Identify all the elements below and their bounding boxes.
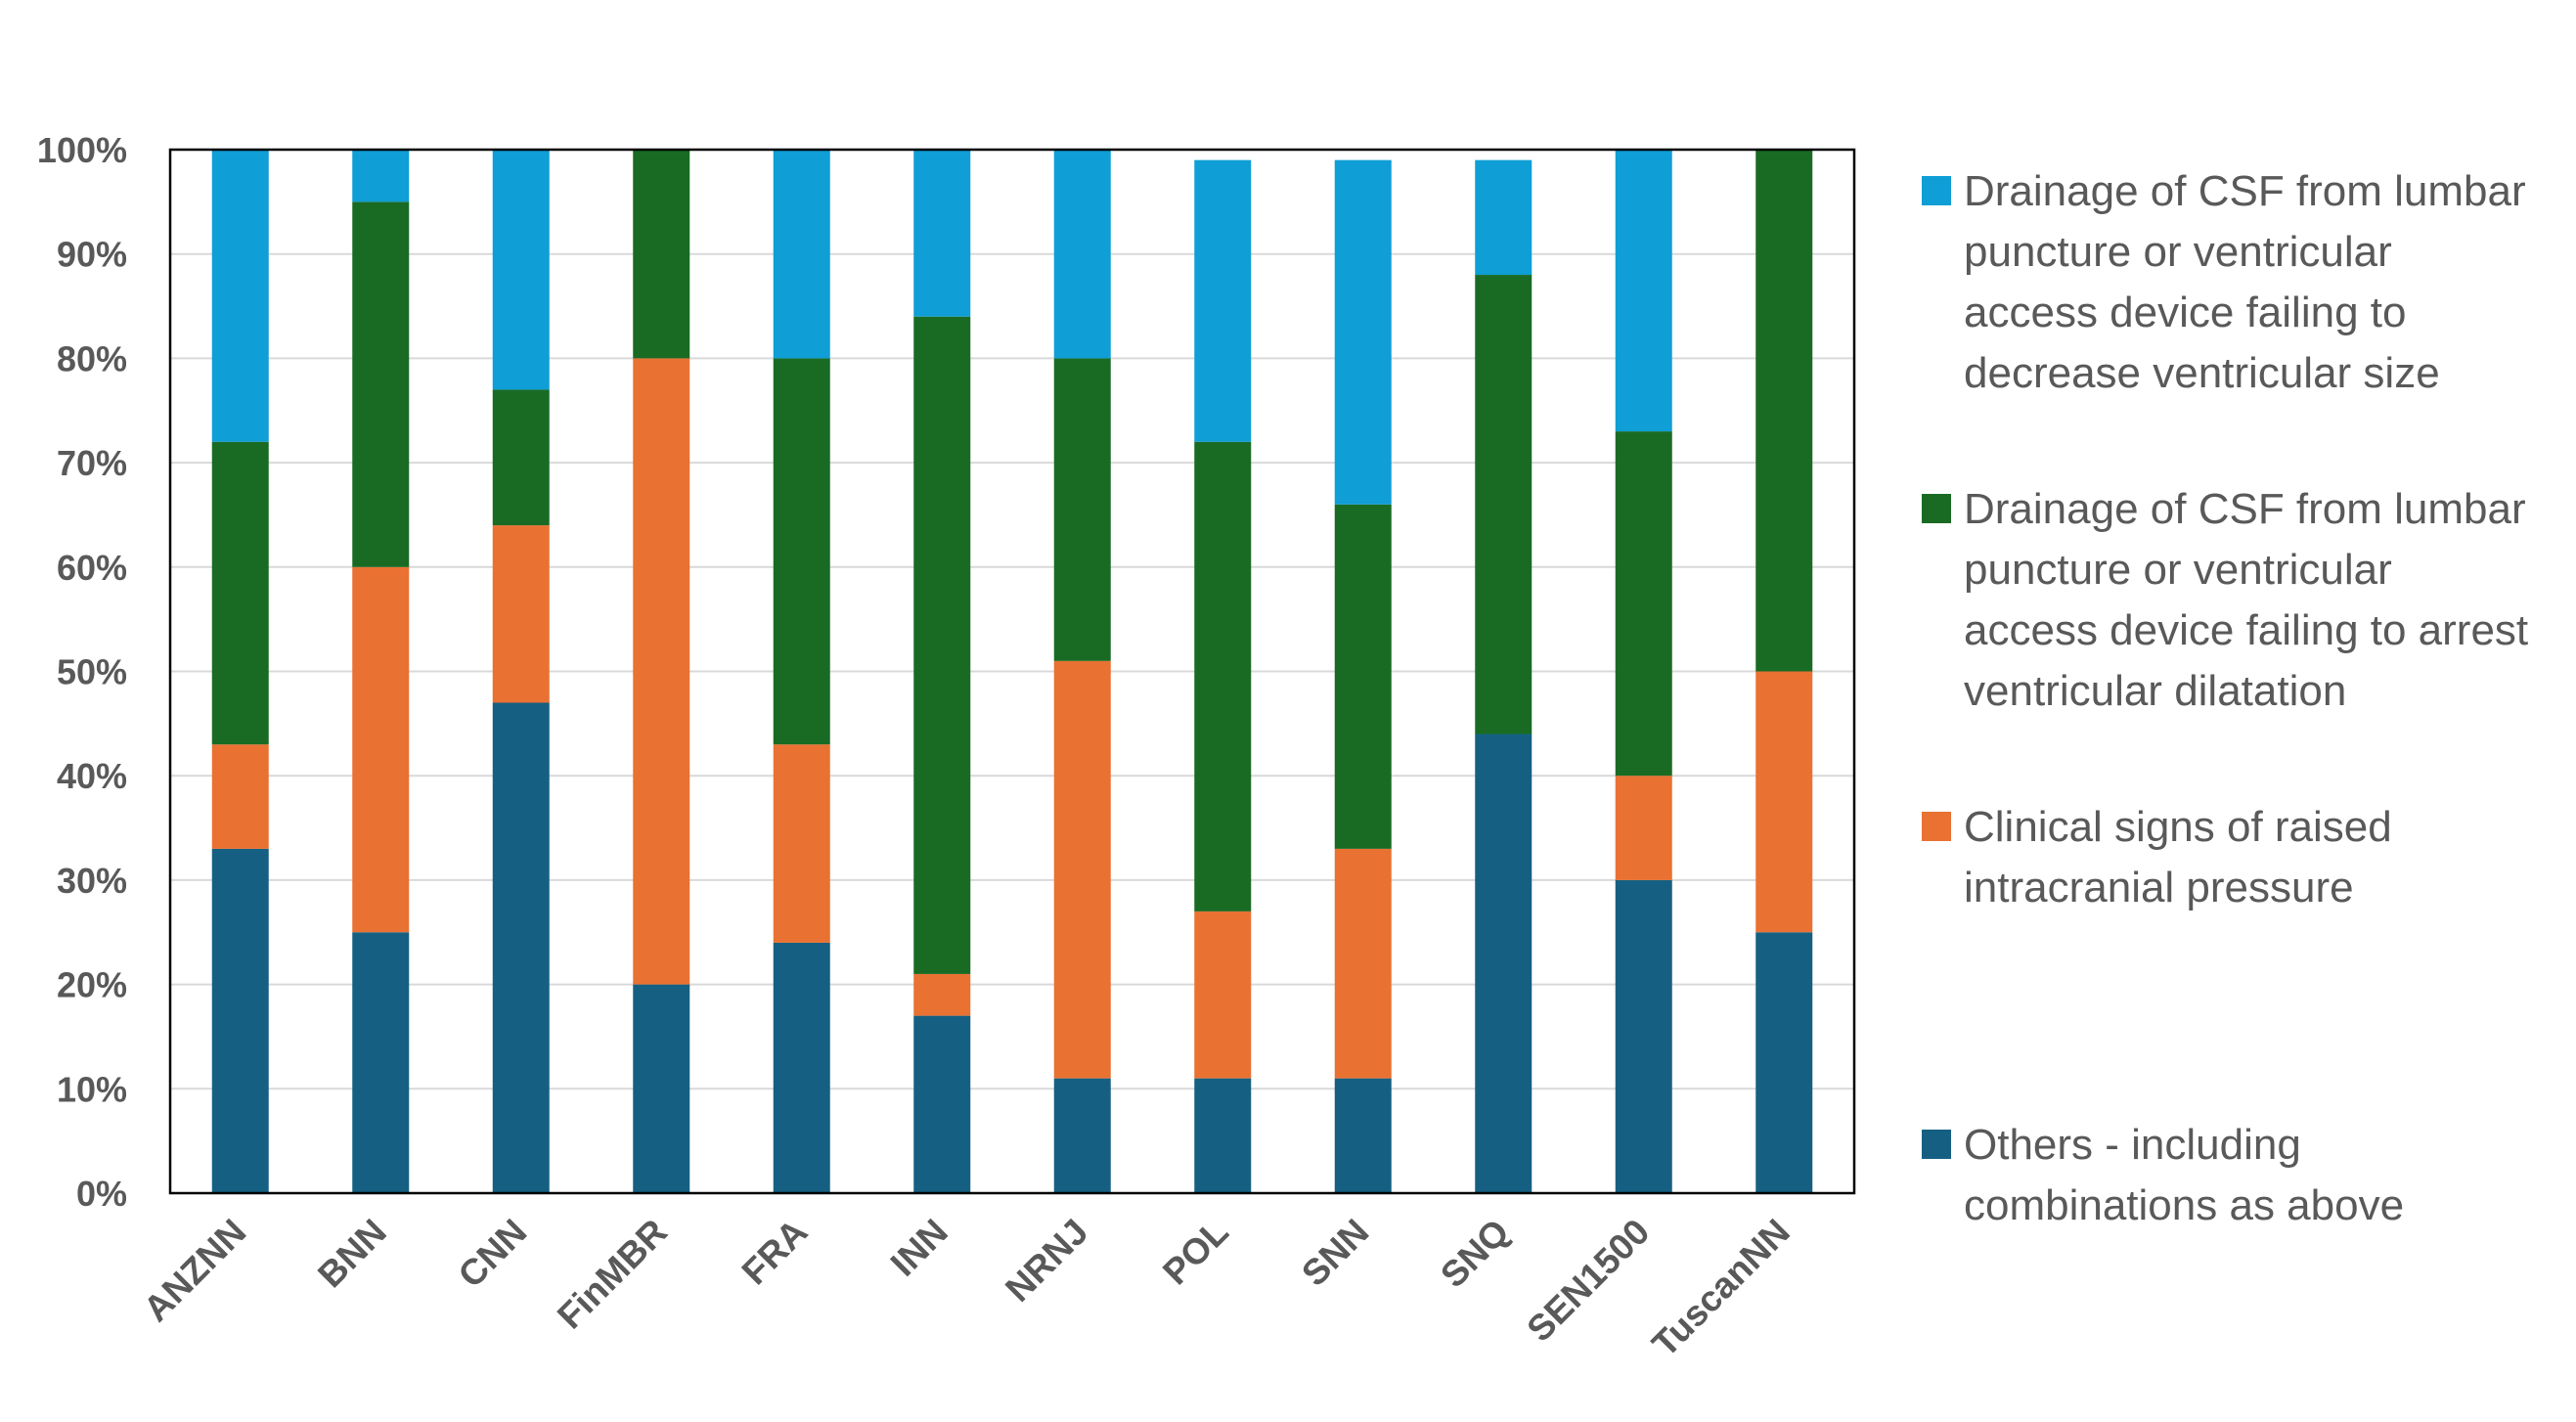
bar-segment [1755, 150, 1813, 672]
x-tick-label: SEN1500 [1519, 1212, 1657, 1350]
bar-segment [352, 201, 410, 567]
bar-segment [211, 150, 269, 442]
x-tick-label: POL [1155, 1212, 1236, 1293]
legend: Drainage of CSF from lumbar puncture or v… [1922, 167, 2528, 1229]
legend-swatch [1922, 1130, 1951, 1159]
gridlines [170, 149, 1854, 1194]
bar-segment [1053, 1078, 1111, 1193]
legend-swatch [1922, 812, 1951, 841]
bar-segment [211, 744, 269, 849]
legend-label-line: Drainage of CSF from lumbar [1964, 167, 2526, 215]
bar-segment [1475, 733, 1532, 1193]
bar-segment [773, 358, 830, 745]
x-tick-label: TuscanNN [1644, 1212, 1797, 1364]
bar-segment [352, 932, 410, 1193]
bar-segment [1755, 671, 1813, 933]
bar-segment [1334, 848, 1392, 1079]
x-tick-label: INN [883, 1212, 955, 1284]
bar-segment [1334, 1078, 1392, 1193]
y-tick-label: 70% [57, 443, 127, 483]
bar-segment [1615, 879, 1672, 1193]
bar-segment [1194, 1078, 1252, 1193]
bar-segment [492, 389, 550, 526]
bar-segment [773, 150, 830, 359]
legend-label-line: Clinical signs of raised [1964, 803, 2392, 851]
bar-segment [352, 566, 410, 933]
y-tick-label: 40% [57, 756, 127, 796]
y-tick-label: 30% [57, 861, 127, 901]
y-tick-label: 60% [57, 548, 127, 588]
x-tick-label: BNN [310, 1212, 394, 1296]
bars [211, 150, 1813, 1193]
bar-segment [1475, 159, 1532, 276]
bar-segment [633, 984, 690, 1193]
x-tick-label: SNN [1294, 1212, 1376, 1294]
y-tick-label: 90% [57, 235, 127, 275]
plot-border [168, 148, 1856, 1195]
bar-segment [773, 942, 830, 1193]
legend-label-line: combinations as above [1964, 1181, 2404, 1229]
x-tick-label: CNN [451, 1212, 535, 1296]
legend-label-line: ventricular dilatation [1964, 667, 2346, 715]
bar-segment [913, 1015, 971, 1193]
legend-label-line: access device failing to [1964, 289, 2406, 336]
x-tick-label: ANZNN [136, 1212, 254, 1330]
bar-segment [913, 316, 971, 974]
bar-segment [211, 848, 269, 1193]
x-axis-tick-labels: ANZNN BNN CNN FinMBR FRA INN NRNJ POL SNN SNQ SEN1… [136, 1212, 1798, 1364]
bar-segment [1194, 911, 1252, 1079]
bar-segment [1053, 660, 1111, 1079]
bar-segment [1053, 150, 1111, 359]
legend-swatch [1922, 494, 1951, 523]
bar-segment [492, 150, 550, 390]
bar-segment [1053, 358, 1111, 661]
bar-segment [913, 973, 971, 1016]
bar-segment [1334, 159, 1392, 505]
x-tick-label: SNQ [1433, 1212, 1517, 1296]
y-tick-label: 20% [57, 965, 127, 1005]
y-axis-tick-labels: 0% 10% 20% 30% 40% 50% 60% 70% 80% 90% 100% [37, 130, 127, 1214]
y-tick-label: 10% [57, 1069, 127, 1109]
bar-segment [913, 150, 971, 317]
bar-segment [1475, 275, 1532, 734]
legend-label-line: Others - including [1964, 1121, 2301, 1169]
bar-segment [211, 441, 269, 745]
bar-segment [1334, 504, 1392, 849]
bar-segment [1615, 431, 1672, 777]
x-tick-label: NRNJ [998, 1212, 1095, 1310]
bar-segment [1194, 159, 1252, 442]
legend-label-line: access device failing to arrest [1964, 606, 2528, 654]
bar-segment [1194, 441, 1252, 911]
bar-segment [1755, 932, 1813, 1193]
y-tick-label: 0% [76, 1174, 127, 1214]
bar-segment [492, 525, 550, 703]
legend-label-line: Drainage of CSF from lumbar [1964, 485, 2526, 533]
bar-segment [633, 150, 690, 359]
bar-segment [633, 358, 690, 985]
legend-label-line: decrease ventricular size [1964, 349, 2440, 397]
y-tick-label: 50% [57, 652, 127, 692]
bar-segment [352, 150, 410, 202]
plot-frame [168, 148, 1856, 1195]
y-tick-label: 80% [57, 338, 127, 378]
x-tick-label: FRA [734, 1212, 816, 1293]
y-tick-label: 100% [37, 130, 127, 170]
bar-segment [492, 702, 550, 1193]
legend-swatch [1922, 176, 1951, 205]
legend-label-line: puncture or ventricular [1964, 228, 2392, 276]
legend-label-line: intracranial pressure [1964, 864, 2354, 911]
bar-segment [773, 744, 830, 943]
x-tick-label: FinMBR [550, 1212, 675, 1337]
legend-label-line: puncture or ventricular [1964, 546, 2392, 594]
bar-segment [1615, 776, 1672, 880]
bar-segment [1615, 150, 1672, 432]
